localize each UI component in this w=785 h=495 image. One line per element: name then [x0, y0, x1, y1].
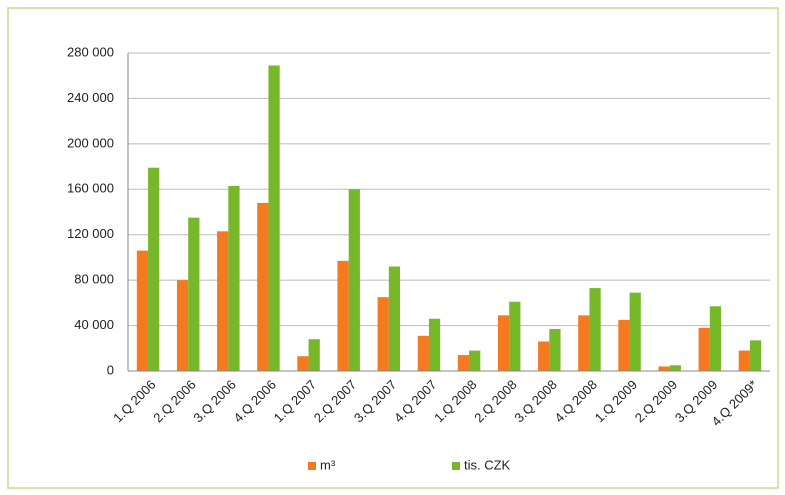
bar	[669, 365, 681, 371]
bar	[698, 327, 710, 371]
legend-swatch	[452, 462, 460, 470]
legend-label: m³	[320, 457, 336, 472]
bar	[509, 301, 521, 371]
y-tick-label: 200 000	[67, 135, 114, 150]
y-tick-label: 120 000	[67, 226, 114, 241]
bar	[497, 315, 510, 371]
legend-swatch	[308, 462, 316, 470]
chart-frame	[7, 7, 779, 489]
bar	[749, 340, 762, 371]
y-tick-label: 160 000	[67, 181, 114, 196]
bar	[457, 355, 470, 371]
bar	[217, 231, 229, 371]
bar	[268, 65, 280, 371]
bar	[618, 319, 630, 371]
bar	[417, 335, 429, 371]
y-tick-label: 40 000	[74, 317, 114, 332]
bar	[469, 350, 481, 371]
bar	[709, 306, 722, 371]
bar	[629, 292, 641, 371]
bar	[538, 341, 550, 371]
y-tick-label: 80 000	[74, 272, 114, 287]
bar	[308, 339, 320, 371]
bar	[348, 189, 360, 371]
bar	[388, 266, 401, 371]
bar	[297, 356, 309, 371]
bar	[738, 350, 750, 371]
bar	[257, 202, 269, 371]
bar	[658, 366, 670, 371]
bar	[377, 297, 389, 371]
bar	[549, 328, 561, 371]
bar	[337, 260, 349, 371]
bar	[589, 288, 601, 371]
bar	[578, 315, 590, 371]
bar	[136, 250, 149, 371]
bar	[148, 167, 160, 371]
bar	[228, 185, 240, 371]
y-tick-label: 280 000	[67, 44, 114, 59]
bar	[428, 318, 441, 371]
legend-label: tis. CZK	[464, 457, 511, 472]
y-tick-label: 240 000	[67, 90, 114, 105]
bar	[176, 280, 189, 371]
y-tick-label: 0	[107, 362, 114, 377]
bar	[188, 217, 200, 371]
